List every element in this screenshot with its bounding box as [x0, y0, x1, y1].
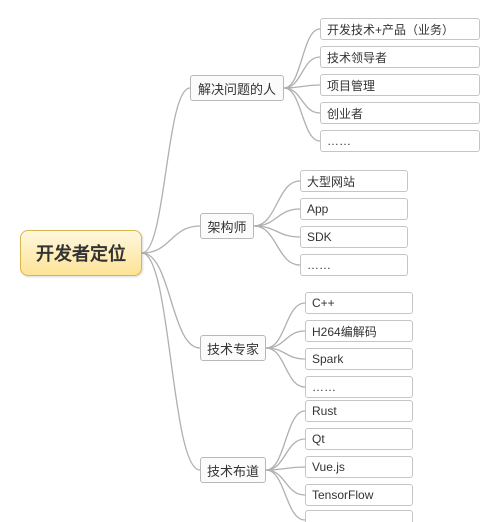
edge-b1-l12 — [284, 57, 320, 88]
edge-b1-l15 — [284, 88, 320, 141]
edge-b1-l14 — [284, 88, 320, 113]
node-b1: 解决问题的人 — [190, 75, 284, 101]
node-l15: …… — [320, 130, 480, 152]
node-l13: 项目管理 — [320, 74, 480, 96]
edge-b4-l41 — [266, 411, 305, 470]
edge-b1-l11 — [284, 29, 320, 88]
node-l22: App — [300, 198, 408, 220]
node-l23: SDK — [300, 226, 408, 248]
node-label: 项目管理 — [327, 77, 375, 94]
edge-b2-l23 — [254, 226, 300, 237]
edge-root-b2 — [142, 226, 200, 253]
node-l32: H264编解码 — [305, 320, 413, 342]
mindmap-canvas: 开发者定位 解决问题的人架构师技术专家技术布道 开发技术+产品（业务） 技术领导者项目… — [0, 0, 500, 522]
node-l14: 创业者 — [320, 102, 480, 124]
node-label: 创业者 — [327, 105, 363, 122]
node-label: 开发者定位 — [36, 240, 126, 266]
node-label: …… — [312, 513, 336, 522]
node-b2: 架构师 — [200, 213, 254, 239]
edge-b1-l13 — [284, 85, 320, 88]
node-l11: 开发技术+产品（业务） — [320, 18, 480, 40]
node-b4: 技术布道 — [200, 457, 266, 483]
node-label: C++ — [312, 296, 335, 310]
node-label: …… — [327, 134, 351, 148]
node-label: App — [307, 202, 328, 216]
node-label: H264编解码 — [312, 323, 377, 340]
node-root: 开发者定位 — [20, 230, 142, 276]
edge-root-b3 — [142, 253, 200, 348]
node-label: 技术领导者 — [327, 49, 387, 66]
node-l41: Rust — [305, 400, 413, 422]
node-label: Qt — [312, 432, 325, 446]
edge-root-b1 — [142, 88, 190, 253]
node-label: 解决问题的人 — [198, 79, 276, 98]
node-label: 架构师 — [207, 217, 246, 236]
node-l12: 技术领导者 — [320, 46, 480, 68]
node-label: Vue.js — [312, 460, 345, 474]
node-l34: …… — [305, 376, 413, 398]
node-label: 大型网站 — [307, 173, 355, 190]
node-label: 技术布道 — [207, 461, 259, 480]
node-l31: C++ — [305, 292, 413, 314]
edge-b4-l44 — [266, 470, 305, 495]
node-l42: Qt — [305, 428, 413, 450]
node-label: …… — [312, 380, 336, 394]
edge-b3-l32 — [266, 331, 305, 348]
node-l45: …… — [305, 510, 413, 522]
node-l24: …… — [300, 254, 408, 276]
edge-b3-l31 — [266, 303, 305, 348]
edge-b4-l42 — [266, 439, 305, 470]
node-label: …… — [307, 258, 331, 272]
node-l21: 大型网站 — [300, 170, 408, 192]
node-l43: Vue.js — [305, 456, 413, 478]
edge-b3-l33 — [266, 348, 305, 359]
node-b3: 技术专家 — [200, 335, 266, 361]
node-l33: Spark — [305, 348, 413, 370]
node-label: 开发技术+产品（业务） — [327, 21, 454, 38]
edge-root-b4 — [142, 253, 200, 470]
edge-b3-l34 — [266, 348, 305, 387]
edge-b2-l21 — [254, 181, 300, 226]
edge-b2-l22 — [254, 209, 300, 226]
node-label: Spark — [312, 352, 343, 366]
edge-b4-l43 — [266, 467, 305, 470]
edge-b2-l24 — [254, 226, 300, 265]
node-label: TensorFlow — [312, 488, 373, 502]
edge-b4-l45 — [266, 470, 305, 520]
node-label: 技术专家 — [207, 339, 259, 358]
node-label: Rust — [312, 404, 337, 418]
node-l44: TensorFlow — [305, 484, 413, 506]
node-label: SDK — [307, 230, 332, 244]
